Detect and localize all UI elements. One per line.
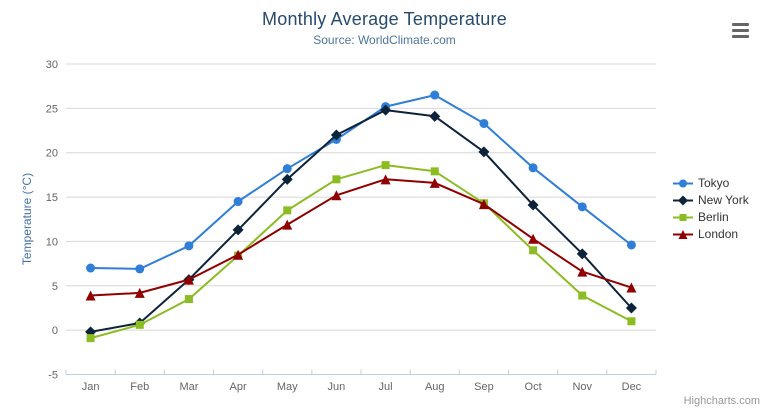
highcharts-credit[interactable]: Highcharts.com (683, 395, 760, 407)
data-point-berlin-Jun[interactable] (332, 175, 341, 184)
y-axis-label: 10 (46, 236, 58, 248)
data-point-new-york-Dec[interactable] (625, 302, 637, 314)
legend-symbol-marker (678, 229, 688, 239)
x-axis-label: Oct (525, 381, 542, 393)
data-point-london-Jan[interactable] (85, 290, 96, 301)
x-axis-label: Jan (82, 381, 100, 393)
data-point-tokyo-Sep[interactable] (479, 118, 489, 128)
series-line-berlin (89, 164, 633, 340)
data-point-london-Feb[interactable] (134, 287, 145, 298)
legend-label: Berlin (698, 210, 729, 224)
data-point-tokyo-Mar[interactable] (184, 241, 194, 251)
series-line-london (89, 178, 633, 297)
series-line-tokyo (89, 94, 633, 270)
legend-label: Tokyo (698, 176, 730, 190)
legend-symbol (673, 229, 693, 239)
legend-item-new-york[interactable]: New York (672, 192, 749, 208)
legend-symbol-marker (679, 213, 687, 221)
x-axis-label: Jul (379, 381, 393, 393)
data-point-london-Jul[interactable] (380, 174, 391, 185)
chart-title: Monthly Average Temperature (262, 9, 507, 29)
data-point-tokyo-Oct[interactable] (528, 163, 538, 173)
data-point-berlin-Jan[interactable] (86, 334, 95, 343)
x-axis-label: Apr (230, 381, 247, 393)
data-point-tokyo-Dec[interactable] (626, 240, 636, 250)
x-axis-label: Mar (179, 381, 198, 393)
data-point-berlin-Aug[interactable] (430, 167, 439, 176)
data-point-berlin-May[interactable] (283, 206, 292, 215)
data-point-berlin-Nov[interactable] (578, 291, 587, 300)
data-point-london-Apr[interactable] (233, 249, 244, 260)
x-axis-label: Sep (474, 381, 494, 393)
data-point-berlin-Mar[interactable] (184, 295, 193, 304)
data-point-berlin-Dec[interactable] (627, 317, 636, 326)
data-point-new-york-Nov[interactable] (576, 248, 588, 260)
data-point-london-Aug[interactable] (429, 177, 440, 188)
legend-symbol (673, 179, 693, 187)
legend-label: New York (698, 193, 749, 207)
legend-label: London (698, 227, 739, 241)
y-axis-label: 0 (52, 325, 58, 337)
y-axis-label: 15 (46, 192, 58, 204)
y-axis-label: 25 (46, 103, 58, 115)
data-point-london-Mar[interactable] (183, 274, 194, 285)
data-point-london-Nov[interactable] (577, 266, 588, 277)
data-point-london-Sep[interactable] (478, 199, 489, 210)
data-point-new-york-Apr[interactable] (232, 224, 244, 236)
series-line-new-york (89, 109, 633, 333)
y-axis-label: -5 (48, 370, 58, 382)
data-point-new-york-Sep[interactable] (478, 146, 490, 158)
context-menu-button[interactable] (727, 17, 755, 43)
legend-symbol-marker (679, 179, 687, 187)
data-point-new-york-Jun[interactable] (330, 129, 342, 141)
data-point-tokyo-Jan[interactable] (86, 263, 96, 273)
x-axis-label: Jun (328, 381, 346, 393)
data-point-new-york-May[interactable] (281, 173, 293, 185)
legend: Tokyo New York Berlin London (672, 175, 749, 243)
legend-item-berlin[interactable]: Berlin (672, 209, 749, 225)
legend-symbol-marker (678, 195, 688, 205)
data-point-london-Jun[interactable] (331, 190, 342, 201)
legend-symbol (673, 213, 693, 221)
legend-symbol (673, 195, 693, 205)
x-axis-label: Feb (130, 381, 149, 393)
data-point-tokyo-Feb[interactable] (135, 264, 145, 274)
data-point-berlin-Feb[interactable] (135, 320, 144, 329)
legend-item-tokyo[interactable]: Tokyo (672, 175, 749, 191)
y-axis-label: 30 (46, 59, 58, 71)
x-axis-label: May (277, 381, 298, 393)
y-axis-label: 20 (46, 148, 58, 160)
legend-item-london[interactable]: London (672, 226, 749, 242)
x-axis-label: Dec (622, 381, 642, 393)
y-axis-label: 5 (52, 281, 58, 293)
data-point-new-york-Oct[interactable] (527, 199, 539, 211)
data-point-tokyo-Apr[interactable] (233, 197, 243, 207)
data-point-berlin-Oct[interactable] (529, 246, 538, 255)
data-point-tokyo-Aug[interactable] (430, 90, 440, 100)
x-axis-label: Nov (572, 381, 592, 393)
data-point-berlin-Jul[interactable] (381, 161, 390, 170)
y-axis-title: Temperature (°C) (20, 172, 34, 266)
data-point-new-york-Jul[interactable] (380, 104, 392, 116)
data-point-new-york-Aug[interactable] (429, 110, 441, 122)
data-point-tokyo-Nov[interactable] (577, 202, 587, 212)
data-point-london-Dec[interactable] (626, 282, 637, 293)
data-point-london-Oct[interactable] (528, 233, 539, 244)
data-point-london-May[interactable] (282, 219, 293, 230)
data-point-tokyo-May[interactable] (282, 164, 292, 174)
x-axis-label: Aug (425, 381, 445, 393)
chart-subtitle: Source: WorldClimate.com (313, 33, 456, 47)
hamburger-icon (732, 22, 750, 38)
